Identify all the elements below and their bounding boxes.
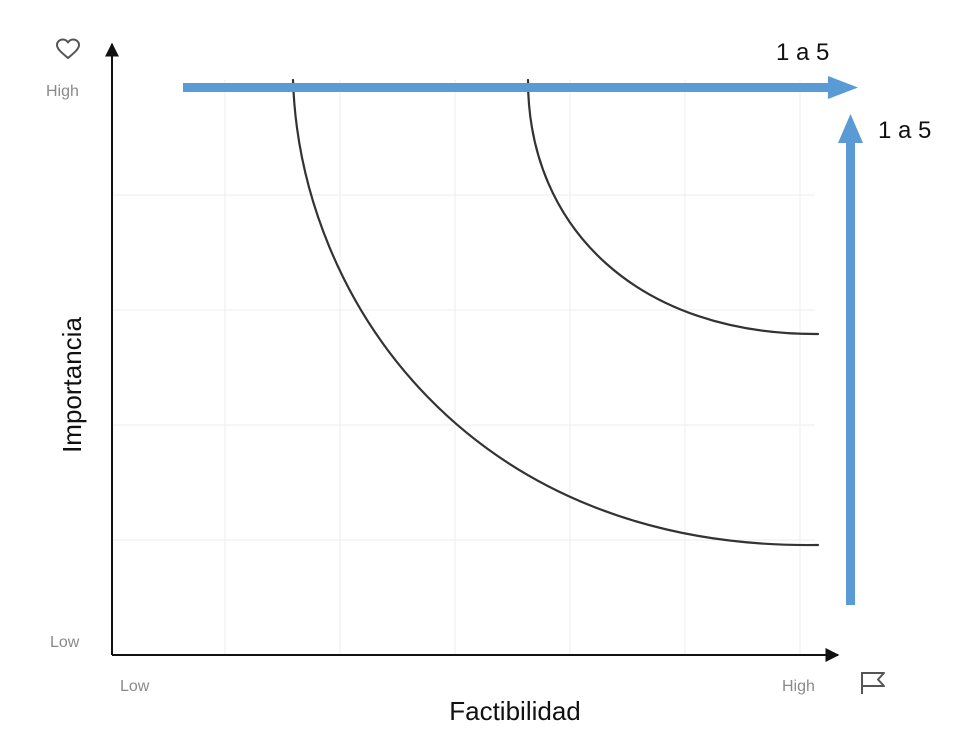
inner-curve [526, 78, 820, 336]
x-axis-title: Factibilidad [449, 696, 581, 726]
vertical-scale-arrow [838, 114, 863, 605]
outer-curve [291, 78, 820, 547]
x-low-label: Low [120, 678, 150, 695]
horizontal-scale-label: 1 a 5 [776, 39, 829, 66]
y-high-label: High [46, 83, 79, 100]
background-grid [112, 80, 815, 655]
flag-icon [861, 672, 885, 694]
y-low-label: Low [50, 634, 80, 651]
horizontal-scale-arrow [183, 76, 858, 99]
heart-icon [56, 38, 80, 59]
x-high-label: High [782, 678, 815, 695]
vertical-scale-label: 1 a 5 [878, 117, 931, 144]
y-axis-title: Importancia [57, 317, 87, 453]
